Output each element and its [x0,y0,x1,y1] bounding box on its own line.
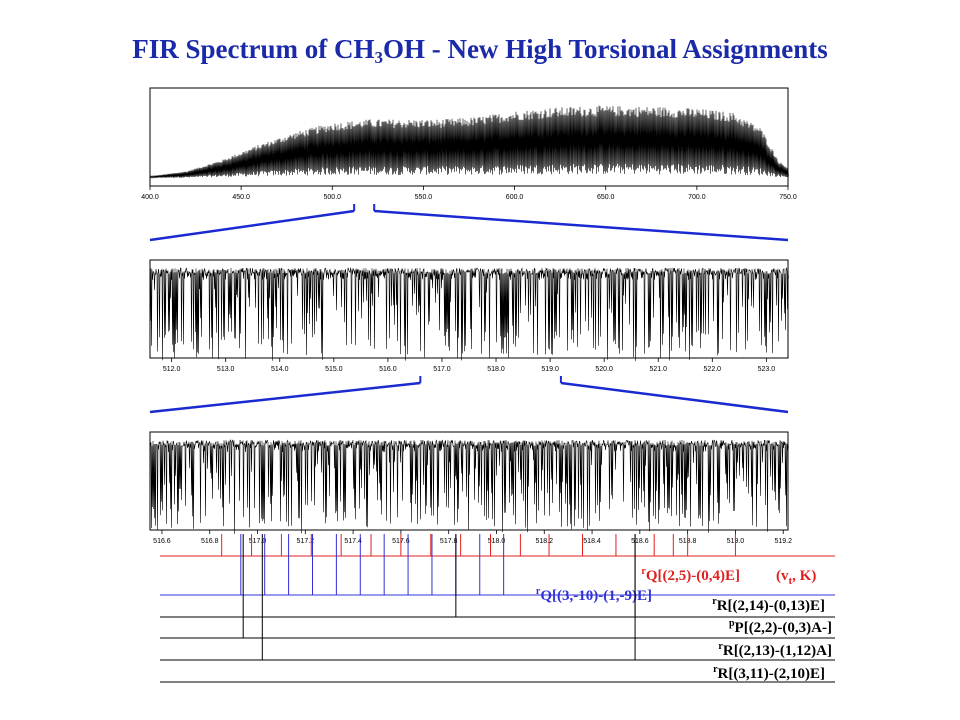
x-tick-label: 650.0 [597,194,615,201]
x-tick-label: 523.0 [758,366,776,373]
x-tick-label: 517.4 [344,538,362,545]
zoom-line-left [149,381,421,414]
label-superscript: r [712,596,717,607]
label-superscript: r [536,586,541,597]
zoom-line-right [374,209,789,242]
x-tick-label: 400.0 [141,194,159,201]
x-tick-label: 519.2 [774,538,792,545]
label-superscript: r [718,641,723,652]
assignment-series-6: rR[(3,11)-(2,10)E] [160,664,835,683]
x-tick-label: 700.0 [688,194,706,201]
label-superscript: r [641,566,646,577]
spectrum-trace [149,105,789,179]
x-tick-label: 518.2 [536,538,554,545]
x-tick-label: 520.0 [595,366,613,373]
assignment-series-4: pP[(2,2)-(0,3)A-] [160,534,835,639]
assignment-series-5: rR[(2,13)-(1,12)A] [160,534,835,661]
spectrum-trace [149,439,789,534]
zoom-line-left [149,209,355,242]
page-title: FIR Spectrum of CH3OH - New High Torsion… [132,34,828,67]
assignment-label: rR[(2,14)-(0,13)E] [712,596,825,614]
x-tick-label: 514.0 [271,366,289,373]
label-superscript: r [713,664,718,675]
assignment-label: rR[(2,13)-(1,12)A] [718,641,832,659]
label-text: R[(2,13)-(1,12)A] [723,643,832,659]
legend-part: , K) [792,568,816,584]
spectrum-panel-3: 516.6516.8517.0517.2517.4517.6517.8518.0… [149,431,792,545]
zoom-line-right [560,381,789,414]
spectrum-panel-1: 400.0 450.0 500.0 550.0 600.0 650.0 700.0 750.0 [141,87,797,201]
x-tick-label: 518.0 [487,366,505,373]
x-tick-label: 513.0 [217,366,235,373]
label-text: Q[(2,5)-(0,4)E] [646,568,740,584]
label-text: P[(2,2)-(0,3)A-] [735,620,832,636]
x-tick-label: 519.0 [541,366,559,373]
x-tick-label: 500.0 [324,194,342,201]
assignment-label: pP[(2,2)-(0,3)A-] [729,618,832,636]
x-tick-label: 516.8 [201,538,219,545]
x-tick-label: 600.0 [506,194,524,201]
x-tick-label: 550.0 [415,194,433,201]
x-tick-label: 516.6 [153,538,171,545]
legend-part: (v [776,568,789,584]
label-text: R[(3,11)-(2,10)E] [718,666,825,682]
panel-frame [149,259,789,359]
x-tick-label: 522.0 [704,366,722,373]
x-tick-label: 518.4 [583,538,601,545]
assignment-label: rQ[(3,-10)-(1,-9)E] [536,586,652,604]
assignment-series-1: rQ[(2,5)-(0,4)E] [160,534,835,584]
legend-sub: t [789,575,793,587]
x-tick-label: 517.8 [440,538,458,545]
x-tick-label: 512.0 [163,366,181,373]
x-tick-label: 518.6 [631,538,649,545]
spectrum-panel-2: 512.0 513.0 514.0 515.0 516.0 517.0 518.0 519.0… [149,259,789,373]
x-tick-label: 517.0 [249,538,267,545]
legend-vt-k: (vt, K) [776,568,816,587]
label-text: Q[(3,-10)-(1,-9)E] [540,588,652,604]
label-text: R[(2,14)-(0,13)E] [717,598,825,614]
label-superscript: p [729,618,735,629]
assignment-label: rR[(3,11)-(2,10)E] [713,664,825,682]
x-tick-label: 516.0 [379,366,397,373]
x-tick-label: 750.0 [779,194,797,201]
x-tick-label: 517.0 [433,366,451,373]
assignment-series-2: rQ[(3,-10)-(1,-9)E] [160,534,835,604]
x-tick-label: 450.0 [232,194,250,201]
x-tick-label: 521.0 [649,366,667,373]
x-tick-label: 518.0 [488,538,506,545]
assignment-label: rQ[(2,5)-(0,4)E] [641,566,740,584]
x-tick-label: 517.2 [297,538,315,545]
spectrum-trace [149,267,789,362]
x-tick-label: 515.0 [325,366,343,373]
